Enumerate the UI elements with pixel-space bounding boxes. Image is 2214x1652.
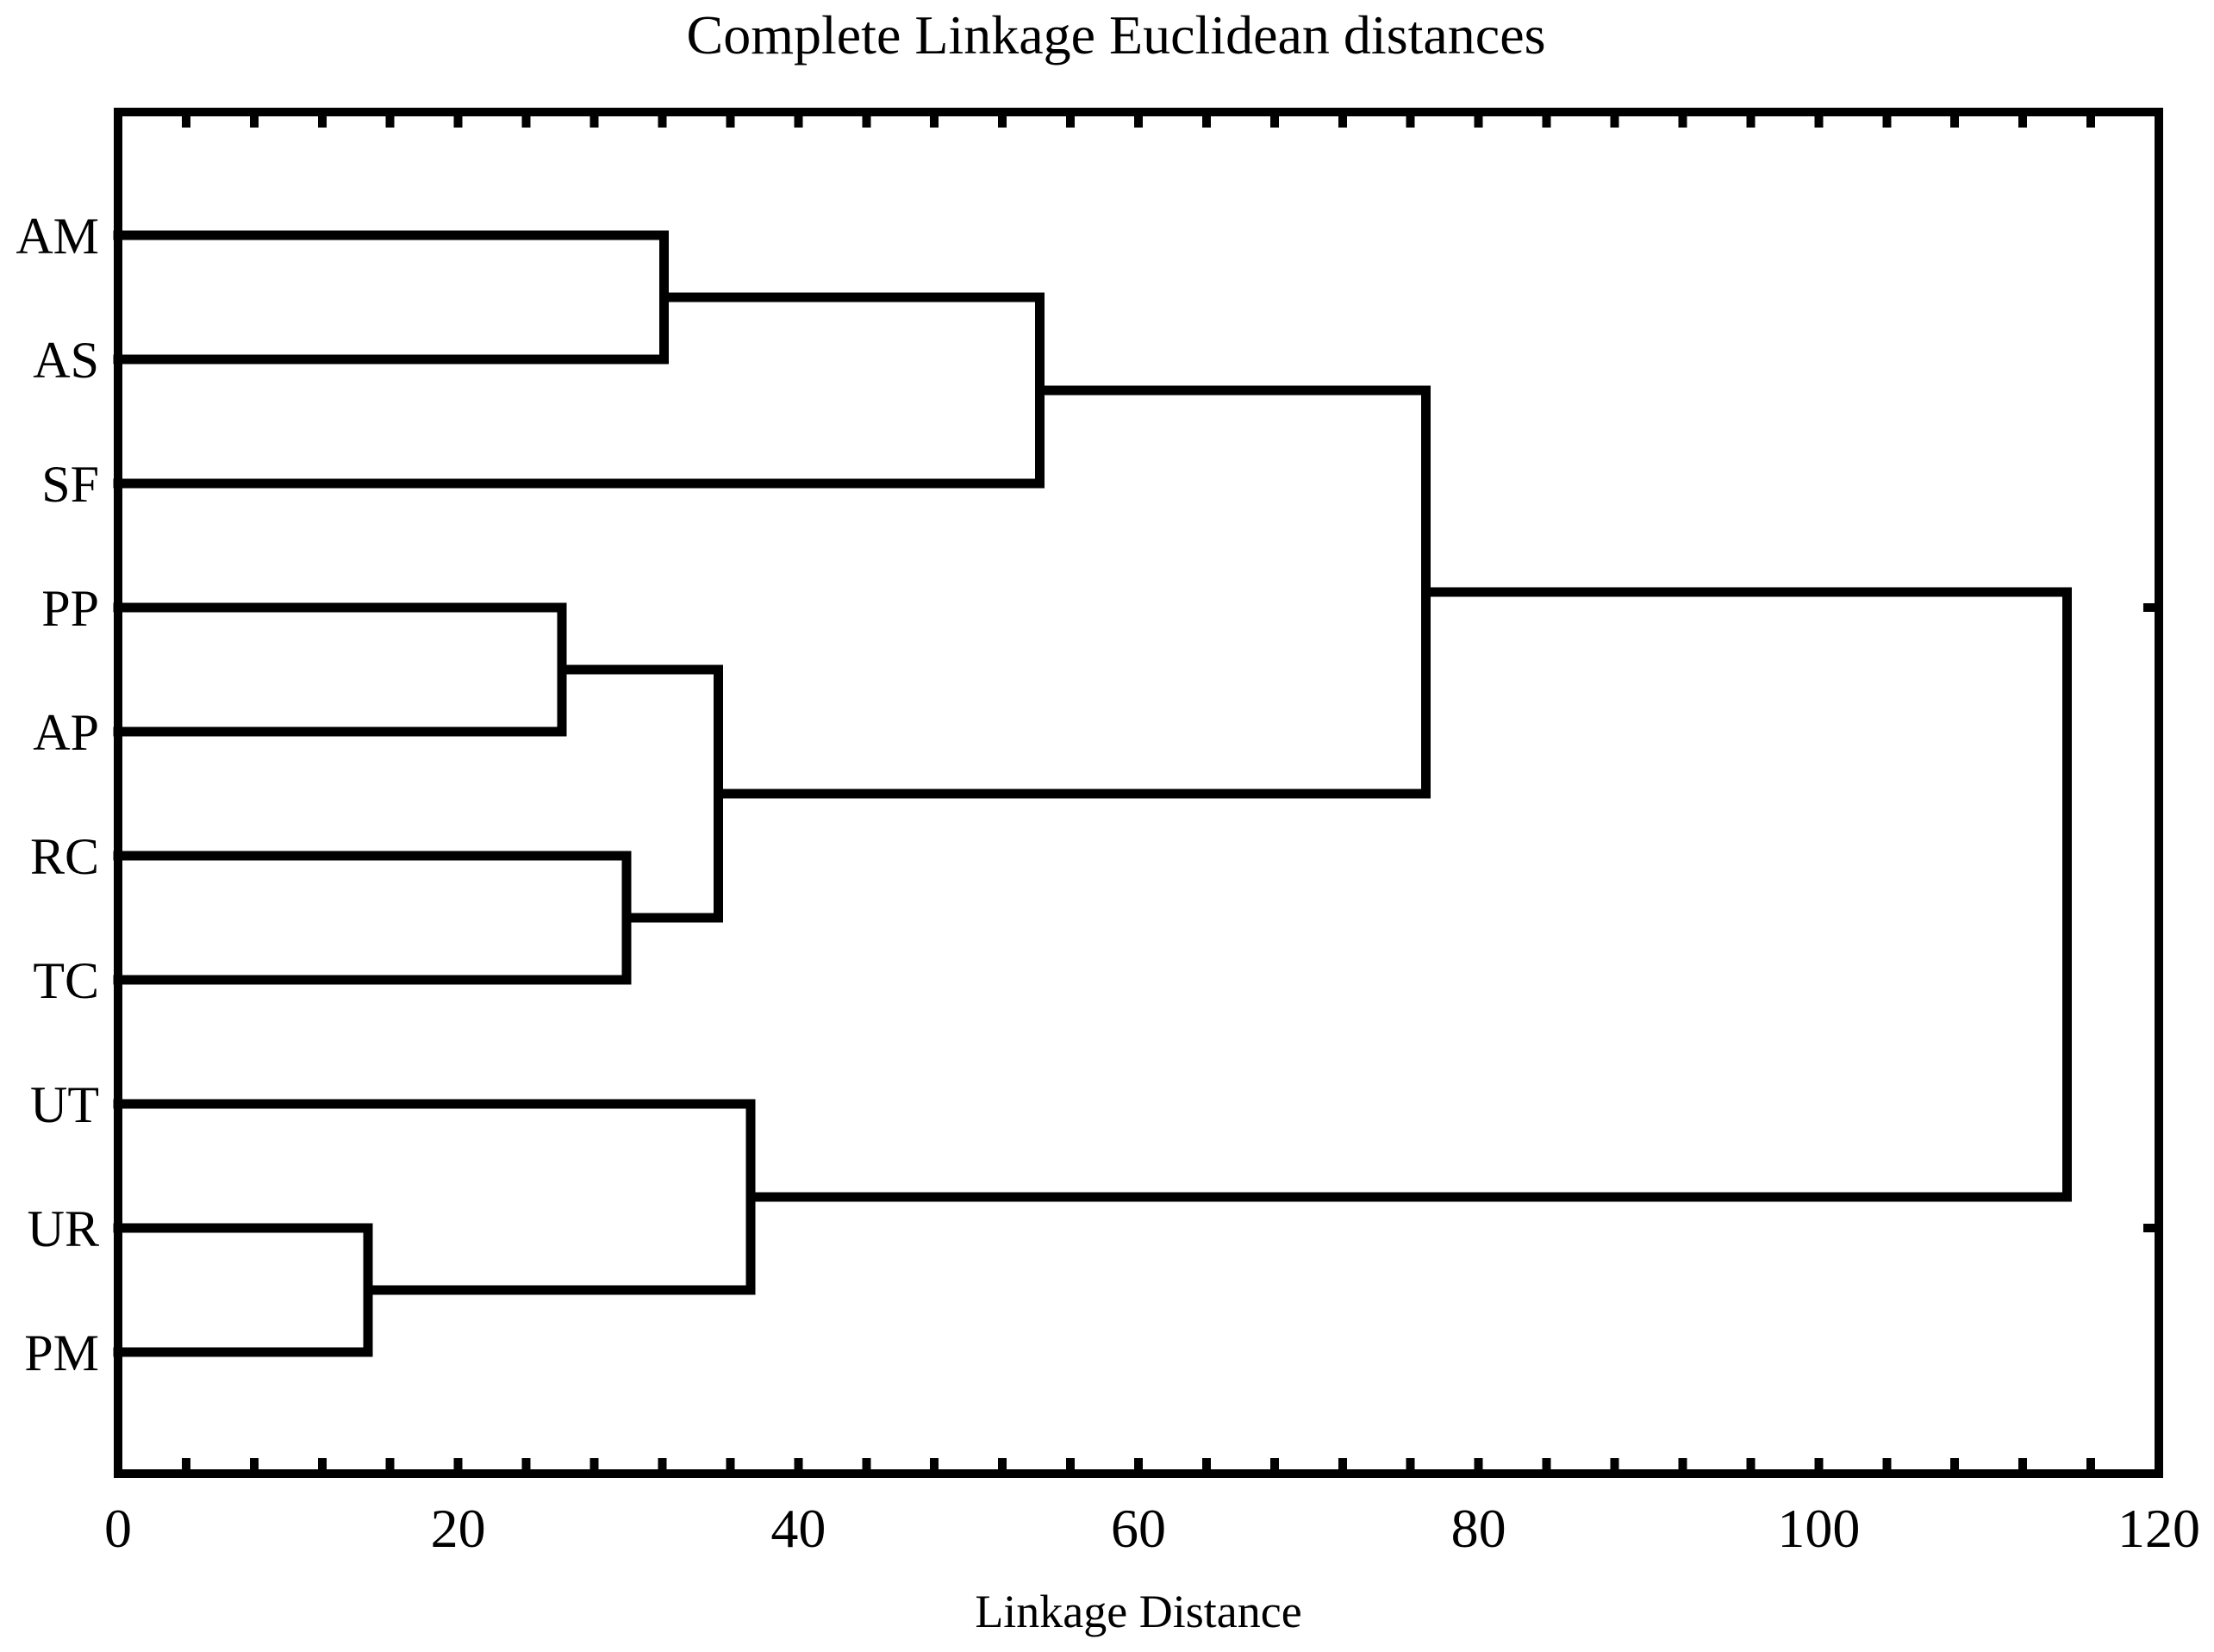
x-tick-label: 60: [1111, 1498, 1166, 1559]
x-tick-label: 80: [1451, 1498, 1506, 1559]
leaf-label: RC: [30, 828, 99, 885]
x-tick-label: 0: [104, 1498, 132, 1559]
dendrogram-tree: [113, 230, 2072, 1357]
leaf-label: TC: [33, 952, 99, 1009]
leaf-label: UR: [28, 1200, 99, 1257]
x-tick-label: 20: [431, 1498, 486, 1559]
x-tick-label: 40: [770, 1498, 826, 1559]
leaf-labels: AM AS SF PP AP RC TC UT UR PM: [16, 208, 99, 1381]
axis-ticks: [114, 112, 2163, 1474]
chart-title: Complete Linkage Euclidean distances: [687, 4, 1546, 65]
x-axis-label: Linkage Distance: [975, 1586, 1301, 1637]
leaf-label: PM: [24, 1325, 99, 1381]
leaf-label: AP: [33, 704, 99, 761]
leaf-label: UT: [30, 1076, 99, 1133]
x-tick-labels: 0 20 40 60 80 100 120: [104, 1498, 2200, 1559]
x-tick-label: 120: [2117, 1498, 2200, 1559]
leaf-label: AM: [16, 208, 99, 265]
leaf-label: AS: [33, 332, 99, 389]
x-tick-label: 100: [1777, 1498, 1860, 1559]
leaf-label: SF: [41, 456, 99, 513]
leaf-label: PP: [41, 580, 99, 637]
